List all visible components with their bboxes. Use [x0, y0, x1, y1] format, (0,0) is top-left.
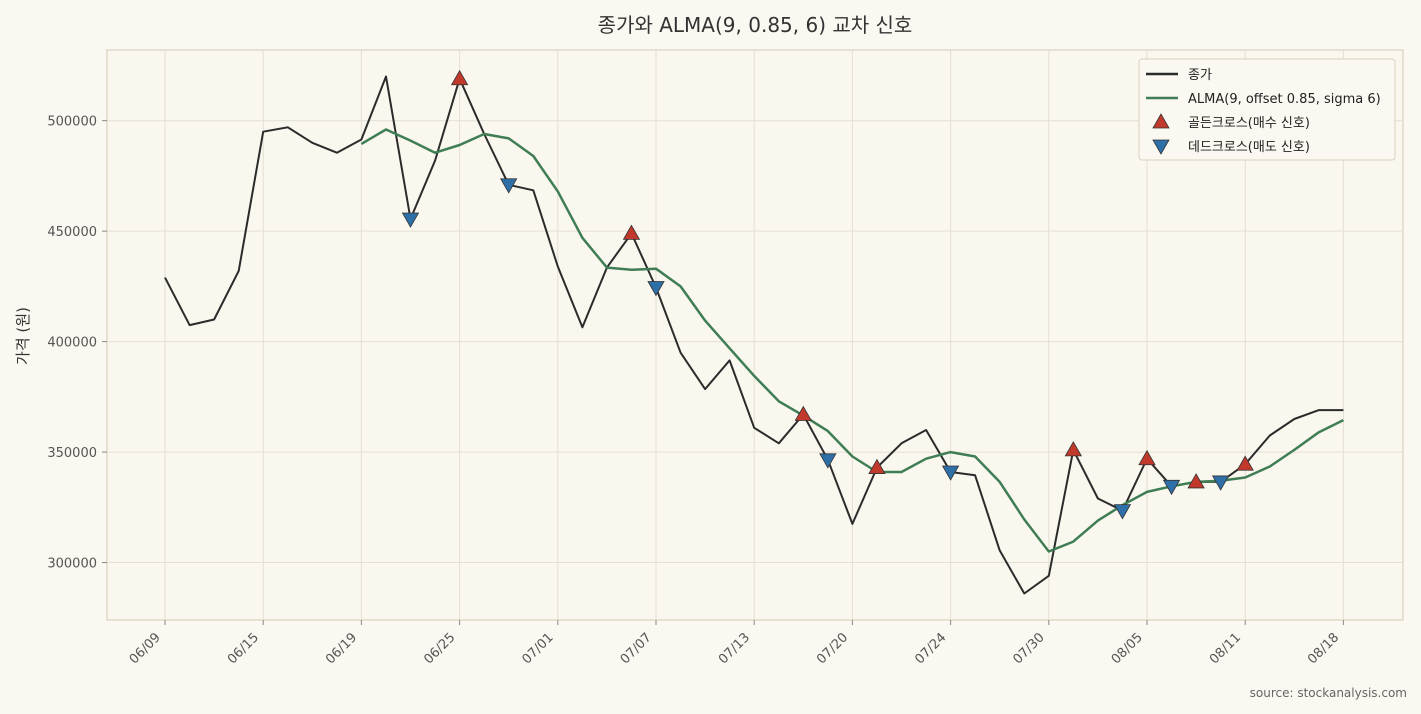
dead-cross-marker [1113, 504, 1132, 520]
x-tick-label: 07/07 [618, 630, 655, 667]
golden-cross-marker [794, 405, 812, 421]
chart-title: 종가와 ALMA(9, 0.85, 6) 교차 신호 [598, 13, 913, 37]
legend-dead-cross-swatch [1152, 139, 1170, 155]
y-tick-label: 400000 [47, 336, 97, 351]
y-tick-label: 500000 [47, 115, 97, 130]
golden-cross-marker [1187, 473, 1205, 489]
x-tick-label: 08/18 [1305, 630, 1342, 667]
x-tick-label: 07/13 [716, 630, 753, 667]
golden-cross-marker [1138, 449, 1156, 466]
x-tick-label: 07/20 [814, 630, 851, 667]
x-tick-label: 08/05 [1109, 630, 1146, 667]
x-tick-label: 06/09 [127, 630, 164, 667]
x-tick-label: 07/24 [912, 630, 949, 667]
dead-cross-marker [1162, 479, 1181, 496]
golden-cross-marker [622, 224, 641, 240]
dead-cross-marker [941, 465, 960, 481]
x-tick-label: 08/11 [1207, 630, 1244, 667]
dead-cross-marker [1211, 475, 1230, 491]
legend-golden-cross-label: 골든크로스(매수 신호) [1188, 116, 1310, 131]
source-note: source: stockanalysis.com [1250, 686, 1407, 700]
golden-cross-marker [868, 458, 886, 474]
legend-golden-cross-swatch [1152, 113, 1170, 129]
x-tick-label: 06/19 [323, 630, 360, 667]
y-tick-label: 450000 [47, 225, 97, 240]
dead-cross-marker [401, 212, 420, 228]
golden-cross-marker [1236, 455, 1254, 471]
golden-cross-marker [450, 69, 469, 86]
alma-line [360, 128, 1344, 553]
x-tick-label: 07/30 [1011, 630, 1048, 667]
legend-close-label: 종가 [1188, 68, 1212, 83]
x-tick-label: 06/25 [421, 630, 458, 667]
legend-box [1138, 58, 1396, 161]
x-tick-label: 07/01 [520, 630, 557, 667]
y-tick-label: 300000 [47, 557, 97, 572]
dead-cross-marker [819, 453, 837, 469]
y-axis-label: 가격 (원) [14, 307, 32, 365]
x-tick-label: 06/15 [225, 630, 262, 667]
y-tick-label: 350000 [47, 446, 97, 461]
legend-alma-label: ALMA(9, offset 0.85, sigma 6) [1188, 92, 1381, 107]
legend: 종가 ALMA(9, offset 0.85, sigma 6) 골든크로스(매수 … [1138, 58, 1396, 161]
dead-cross-marker [500, 178, 518, 194]
dead-cross-marker [647, 281, 665, 297]
legend-dead-cross-label: 데드크로스(매도 신호) [1188, 140, 1310, 155]
golden-cross-marker [1064, 441, 1083, 457]
